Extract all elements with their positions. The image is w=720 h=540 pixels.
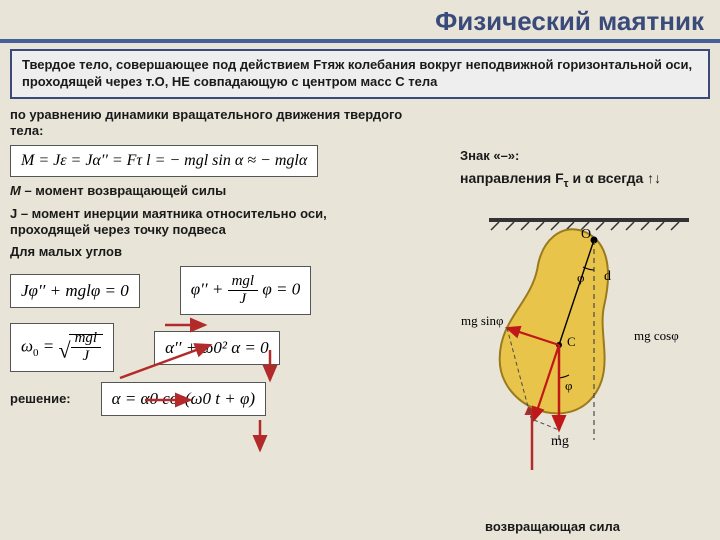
sign-text1: направления F (460, 170, 564, 186)
sign-label: Знак «–»: (460, 148, 690, 164)
eq-small2-r: φ = 0 (262, 280, 300, 299)
label-mgcos: mg cosφ (634, 328, 679, 343)
eq-small-2: φ′′ + mgl J φ = 0 (180, 266, 311, 315)
label-O: O (581, 227, 591, 242)
sign-text2: и α всегда ↑↓ (569, 170, 662, 186)
j-definition: J – момент инерции маятника относительно… (10, 206, 390, 239)
eq-omega-sub: 0 (33, 347, 39, 359)
label-phi1: φ (577, 270, 585, 285)
eq-solution: α = α0 cos(ω0 t + φ) (101, 382, 266, 416)
equation-main: M = Jε = Jα′′ = Fτ l = − mgl sin α ≈ − m… (10, 145, 318, 177)
eq-small-1: Jφ′′ + mglφ = 0 (10, 274, 140, 308)
sign-block: Знак «–»: направления Fτ и α всегда ↑↓ (460, 148, 690, 192)
label-phi2: φ (565, 378, 573, 393)
pendulum-diagram: O C d φ φ mg mg cosφ mg sinφ (459, 210, 714, 455)
restoring-force-label: возвращающая сила (485, 519, 620, 534)
eq-small2-num: mgl (228, 273, 259, 291)
title-underline (0, 39, 720, 43)
eq-omega-eq: = (43, 337, 59, 356)
sign-text: направления Fτ и α всегда ↑↓ (460, 170, 690, 192)
page-title: Физический маятник (0, 0, 720, 39)
label-C: C (567, 334, 576, 349)
dynamics-intro: по уравнению динамики вращательного движ… (10, 107, 410, 140)
eq-small2-frac: mgl J (228, 273, 259, 308)
eq-omega-den: J (71, 348, 102, 365)
eq-omega-sqrt: mgl J (69, 334, 104, 356)
eq-omega: ω0 = √ mgl J (10, 323, 114, 372)
eq-omega-num: mgl (71, 330, 102, 348)
label-mg: mg (551, 434, 569, 449)
eq-small2-den: J (228, 291, 259, 308)
eq-small2-l: φ′′ + (191, 280, 224, 299)
eq-omega-l: ω (21, 337, 33, 356)
label-d: d (604, 269, 611, 284)
solution-label: решение: (10, 391, 71, 407)
eq-ode: α′′ + ω0² α = 0 (154, 331, 280, 365)
label-mgsin: mg sinφ (461, 313, 504, 328)
definition-box: Твердое тело, совершающее под действием … (10, 49, 710, 99)
